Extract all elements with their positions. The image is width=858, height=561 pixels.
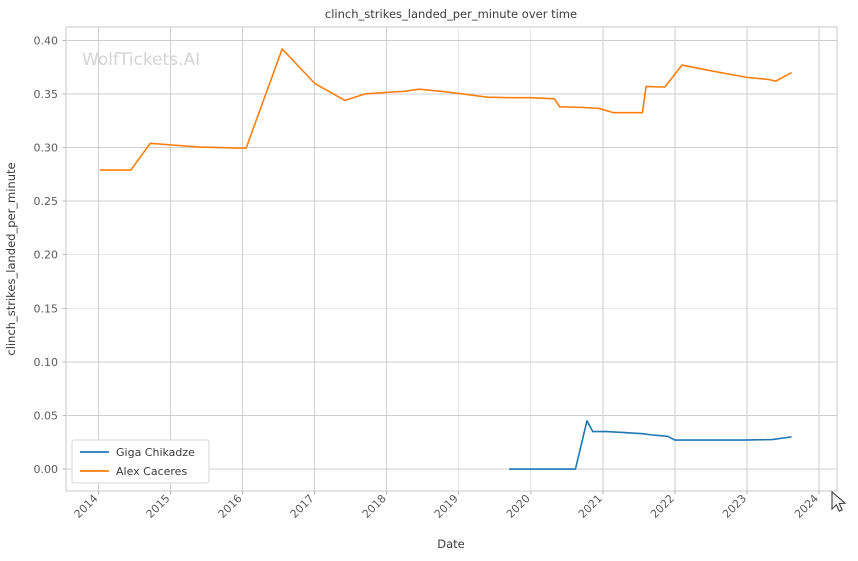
x-gridlines — [97, 27, 820, 491]
plot-border — [65, 26, 838, 492]
y-tick-label: 0.25 — [34, 195, 59, 208]
y-tick-label: 0.20 — [34, 249, 59, 262]
mouse-pointer-icon — [831, 490, 847, 512]
legend-label-alex-caceres: Alex Caceres — [116, 465, 187, 478]
y-tick-label: 0.35 — [34, 88, 59, 101]
series-line-alex-caceres — [99, 48, 792, 171]
y-tick-label: 0.10 — [34, 356, 59, 369]
y-tick-marks — [62, 39, 66, 470]
chart-legend[interactable]: Giga Chikadze Alex Caceres — [71, 439, 210, 484]
y-tick-labels: 0.00 0.05 0.10 0.15 0.20 0.25 0.30 0.35 0.40 — [34, 34, 59, 476]
y-axis-label: clinch_strikes_landed_per_minute — [4, 162, 18, 355]
legend-background — [71, 439, 210, 484]
watermark: WolfTickets.AI — [82, 50, 200, 70]
y-tick-label: 0.00 — [34, 463, 59, 476]
y-tick-label: 0.05 — [34, 409, 59, 422]
legend-label-giga-chikadze: Giga Chikadze — [116, 446, 195, 459]
series-line-giga-chikadze — [509, 420, 792, 470]
y-tick-label: 0.40 — [34, 34, 59, 47]
plot-area-background — [66, 27, 837, 491]
page-title: clinch_strikes_landed_per_minute over ti… — [325, 7, 577, 21]
series-lines — [99, 48, 792, 470]
x-axis-label: Date — [437, 537, 465, 551]
y-tick-label: 0.15 — [34, 302, 59, 315]
x-tick-marks — [97, 491, 820, 495]
y-tick-label: 0.30 — [34, 142, 59, 155]
